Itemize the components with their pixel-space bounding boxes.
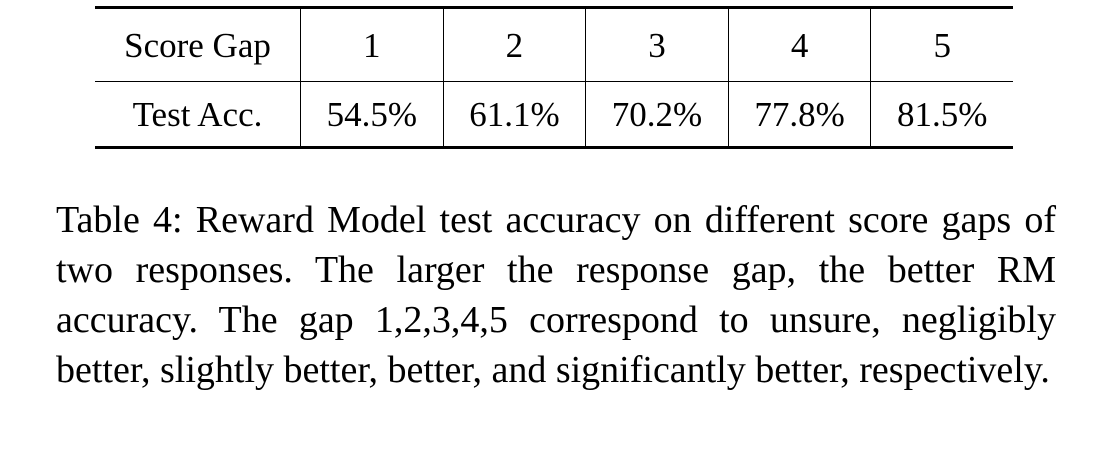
accuracy-cell: 61.1% [443,81,587,148]
caption-line: significantly better, respectively. [555,349,1050,391]
caption-line: Table 4: Reward Model test accuracy on d… [56,199,929,241]
accuracy-cell: 81.5% [896,94,988,134]
accuracy-cell: 70.2% [585,81,729,148]
table-header-row: Score Gap 1 2 3 4 5 [95,7,1013,82]
caption-line: gaps of two responses. The larger the re… [56,199,1056,291]
gap-cell: 2 [443,7,587,82]
gap-cell: 1 [300,7,444,82]
gap-cell: 5 [870,7,1013,82]
gap-cell: 3 [585,7,729,82]
accuracy-cell: 54.5% [300,81,444,148]
caption-line: to unsure, negligibly better, slightly b… [56,299,1056,391]
results-table: Score Gap 1 2 3 4 5 Test Acc. 54.5% 61.1… [95,6,1013,149]
row-label-cell: Test Acc. [95,81,301,148]
accuracy-cell: 77.8% [728,81,872,148]
header-label-cell: Score Gap [95,7,301,82]
results-table-container: Score Gap 1 2 3 4 5 Test Acc. 54.5% 61.1… [95,6,1013,149]
table-row: Test Acc. 54.5% 61.1% 70.2% 77.8% 81.5% [95,81,1013,148]
gap-cell: 4 [728,7,872,82]
caption-line: the better RM accuracy. The gap 1,2,3,4,… [56,249,1056,341]
table-caption: Table 4: Reward Model test accuracy on d… [56,195,1056,395]
